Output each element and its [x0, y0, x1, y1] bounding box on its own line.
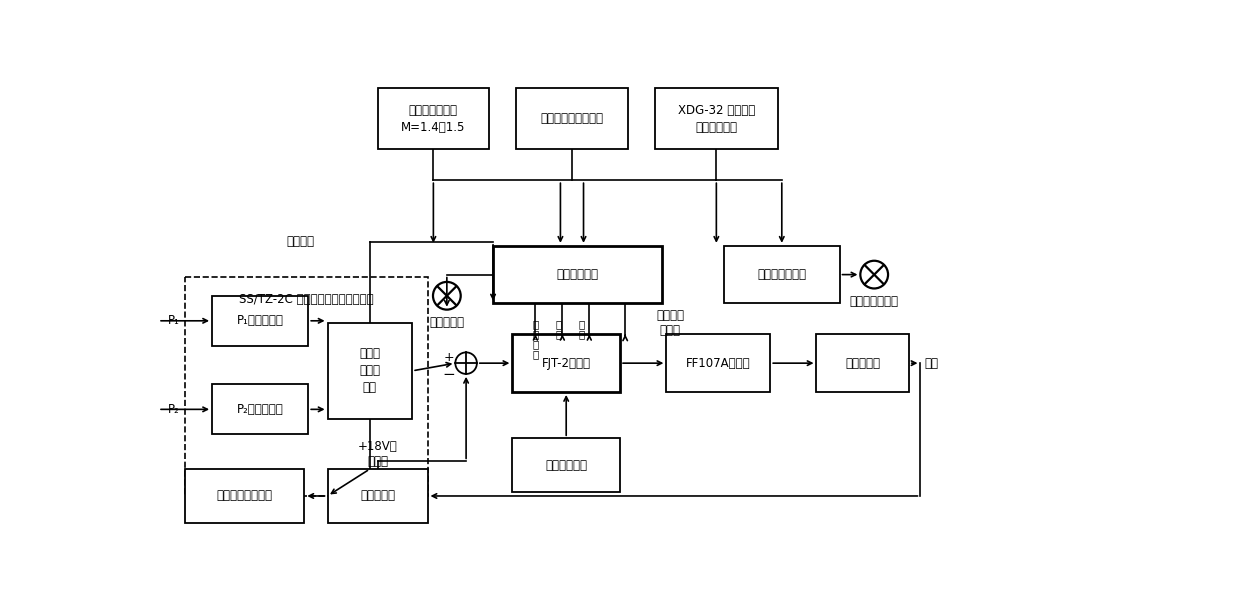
Text: 主液压降信号器: 主液压降信号器 [758, 268, 806, 281]
Text: 斜板故障灯: 斜板故障灯 [429, 316, 464, 329]
Text: −: − [443, 367, 455, 382]
Text: +18V基
准电压: +18V基 准电压 [357, 440, 398, 467]
Bar [512, 334, 620, 392]
Text: SS/TZ-2C 数字式绝对压力比计算机: SS/TZ-2C 数字式绝对压力比计算机 [239, 293, 373, 306]
Text: +: + [444, 352, 455, 364]
Text: 斜板: 斜板 [924, 356, 939, 370]
Text: 手动、故
障锁闭: 手动、故 障锁闭 [656, 309, 684, 337]
Text: 应急转换、手动开关: 应急转换、手动开关 [541, 112, 604, 125]
Text: P₂压力传感器: P₂压力传感器 [237, 403, 284, 416]
Bar [816, 334, 909, 392]
Bar [666, 334, 770, 392]
Text: P₂: P₂ [167, 403, 180, 416]
Text: 补
偿: 补 偿 [556, 319, 562, 339]
Text: 供
电
故
障: 供 电 故 障 [532, 319, 538, 359]
Text: 板位传感器: 板位传感器 [360, 489, 396, 503]
Text: P₁压力传感器: P₁压力传感器 [237, 314, 284, 327]
Bar [512, 439, 620, 492]
Text: 主液压降故障灯: 主液压降故障灯 [849, 295, 899, 308]
Bar [327, 469, 428, 523]
Bar [724, 246, 839, 303]
Bar [655, 88, 777, 149]
Bar [185, 277, 428, 496]
Text: FJT-2放大器: FJT-2放大器 [542, 356, 590, 370]
Text: 故障信号: 故障信号 [286, 236, 315, 248]
Bar [212, 384, 309, 434]
Bar [494, 246, 662, 303]
Bar [516, 88, 627, 149]
Bar [212, 296, 309, 346]
Text: 大气数据计算机
M=1.4、1.5: 大气数据计算机 M=1.4、1.5 [402, 104, 465, 133]
Text: 主
调: 主 调 [579, 319, 585, 339]
Text: 数字式板位显示器: 数字式板位显示器 [217, 489, 273, 503]
Text: 计算机
及接口
电路: 计算机 及接口 电路 [360, 347, 381, 394]
Bar [327, 323, 412, 419]
Text: 调板作动筒: 调板作动筒 [846, 356, 880, 370]
Bar [185, 469, 304, 523]
Text: XDG-32 平尾偏度
电气信号机构: XDG-32 平尾偏度 电气信号机构 [678, 104, 755, 133]
Text: P₁: P₁ [167, 314, 180, 327]
Bar [377, 88, 490, 149]
Text: 调板继电器盒: 调板继电器盒 [557, 268, 599, 281]
Text: FF107A伺服阀: FF107A伺服阀 [686, 356, 750, 370]
Text: 交、直流供电: 交、直流供电 [546, 458, 588, 472]
